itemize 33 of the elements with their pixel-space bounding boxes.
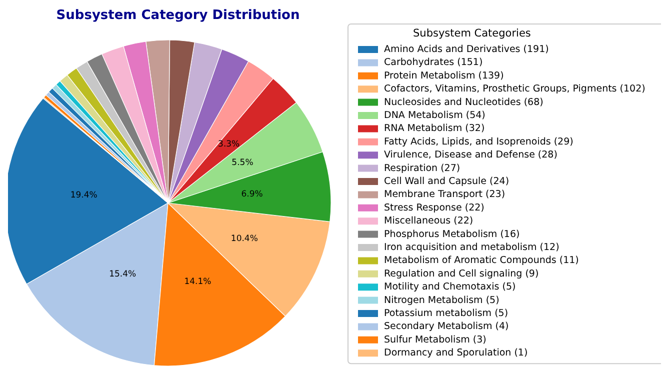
legend-label: Carbohydrates (151) bbox=[384, 57, 483, 68]
data-label: 15.4% bbox=[109, 269, 136, 280]
legend-label: DNA Metabolism (54) bbox=[384, 110, 486, 121]
data-label: 14.1% bbox=[184, 277, 212, 288]
data-label: 6.9% bbox=[241, 189, 263, 200]
data-label: 10.4% bbox=[230, 234, 258, 244]
legend-label: Dormancy and Sporulation (1) bbox=[384, 348, 528, 359]
legend-label: Potassium metabolism (5) bbox=[384, 308, 508, 319]
data-label: 3.3% bbox=[218, 139, 240, 150]
legend-label: Iron acquisition and metabolism (12) bbox=[384, 242, 560, 253]
legend-label: Membrane Transport (23) bbox=[384, 189, 506, 200]
legend-label: Sulfur Metabolism (3) bbox=[384, 334, 486, 346]
legend-label: Motility and Chemotaxis (5) bbox=[384, 282, 516, 293]
legend-label: Secondary Metabolism (4) bbox=[384, 321, 509, 332]
legend-label: Nucleosides and Nucleotides (68) bbox=[384, 96, 544, 108]
legend-label: Nitrogen Metabolism (5) bbox=[384, 294, 500, 306]
legend-label: Cell Wall and Capsule (24) bbox=[384, 176, 510, 187]
data-label: 5.5% bbox=[232, 158, 254, 168]
legend-label: Fatty Acids, Lipids, and Isoprenoids (29) bbox=[384, 136, 574, 148]
legend-label: Respiration (27) bbox=[384, 162, 460, 174]
legend-title: Subsystem Categories bbox=[413, 28, 531, 40]
legend-label: Miscellaneous (22) bbox=[384, 216, 474, 227]
legend-label: Amino Acids and Derivatives (191) bbox=[384, 44, 549, 55]
data-label: 19.4% bbox=[70, 190, 98, 201]
chart-title: Subsystem Category Distribution bbox=[56, 8, 300, 23]
legend-label: Stress Response (22) bbox=[384, 202, 484, 214]
legend-label: RNA Metabolism (32) bbox=[384, 123, 485, 134]
legend-label: Virulence, Disease and Defense (28) bbox=[384, 150, 558, 161]
legend-label: Phosphorus Metabolism (16) bbox=[384, 228, 520, 240]
legend-label: Metabolism of Aromatic Compounds (11) bbox=[384, 255, 579, 266]
legend-label: Regulation and Cell signaling (9) bbox=[384, 268, 539, 280]
legend-label: Protein Metabolism (139) bbox=[384, 70, 504, 82]
legend-label: Cofactors, Vitamins, Prosthetic Groups, Pigments (102) bbox=[384, 84, 646, 95]
